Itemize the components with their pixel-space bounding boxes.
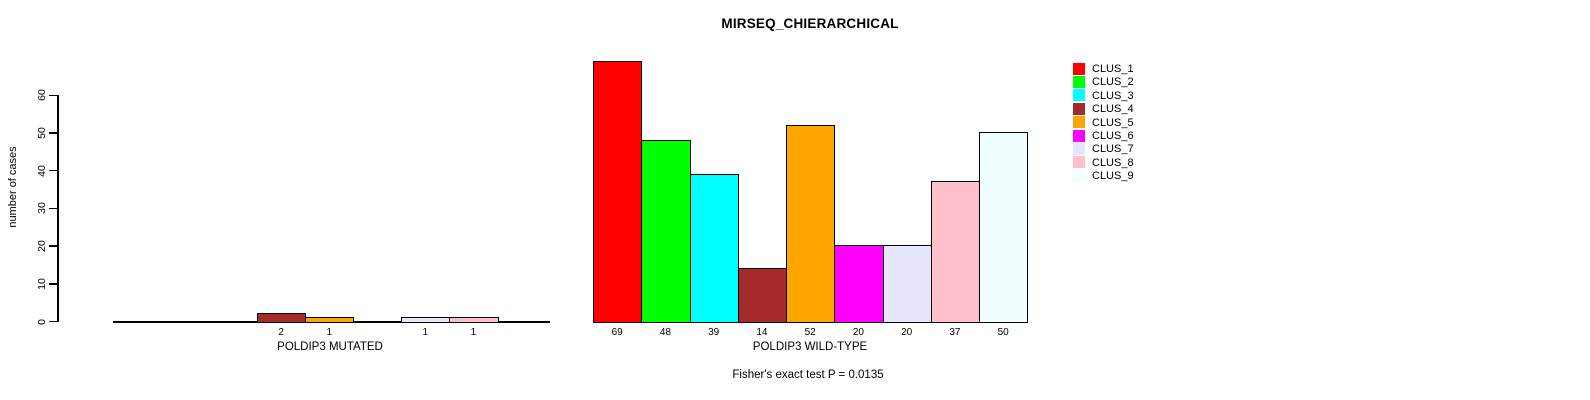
bar-clus_8-group2 — [930, 181, 981, 323]
legend-swatch-clus_8 — [1073, 156, 1085, 169]
bar-value-label: 1 — [470, 326, 477, 338]
y-tick-label: 60 — [36, 89, 48, 102]
bar-clus_5-group2 — [786, 124, 836, 323]
bar-value-label: 48 — [659, 326, 671, 338]
legend-label-clus_2: CLUS_2 — [1092, 76, 1134, 89]
legend-swatch-clus_2 — [1073, 75, 1085, 88]
y-tick-label: 0 — [36, 318, 48, 325]
y-tick-label: 40 — [36, 164, 48, 177]
chart-title: MIRSEQ_CHIERARCHICAL — [721, 16, 899, 31]
y-tick — [49, 132, 57, 134]
y-tick — [49, 169, 57, 172]
y-tick — [49, 320, 57, 323]
legend-swatch-clus_3 — [1073, 89, 1085, 102]
bar-clus_4-group1 — [257, 313, 307, 323]
y-tick — [49, 94, 57, 97]
bar-clus_1-group2 — [593, 60, 643, 323]
bar-value-label: 14 — [756, 326, 768, 338]
y-tick-label: 20 — [36, 240, 48, 252]
legend-swatch-clus_4 — [1073, 102, 1085, 115]
legend-swatch-clus_5 — [1073, 116, 1085, 129]
y-axis-line — [57, 95, 59, 322]
bar-clus_5-group1 — [305, 317, 355, 323]
legend-label-clus_3: CLUS_3 — [1092, 89, 1134, 102]
legend-label-clus_1: CLUS_1 — [1092, 63, 1134, 75]
legend-label-clus_8: CLUS_8 — [1092, 156, 1134, 169]
bar-value-label: 20 — [852, 326, 864, 338]
bar-clus_7-group2 — [882, 245, 932, 323]
bar-clus_2-group2 — [641, 139, 691, 323]
bar-value-label: 1 — [422, 326, 429, 338]
y-tick-label: 50 — [36, 127, 48, 139]
bar-value-label: 2 — [278, 326, 284, 338]
bar-value-label: 37 — [949, 326, 961, 338]
legend-swatch-clus_7 — [1073, 142, 1085, 155]
bar-value-label: 69 — [611, 326, 623, 338]
y-tick — [49, 245, 57, 247]
y-tick-label: 30 — [36, 202, 48, 215]
legend-swatch-clus_1 — [1073, 62, 1085, 75]
y-tick — [49, 207, 57, 210]
bar-value-label: 20 — [901, 326, 913, 338]
group-label-mutated: POLDIP3 MUTATED — [277, 341, 383, 353]
bar-value-label: 1 — [326, 326, 332, 338]
bar-clus_8-group1 — [449, 317, 499, 323]
legend-swatch-clus_9 — [1073, 169, 1085, 182]
bar-clus_3-group2 — [689, 173, 739, 323]
bar-value-label: 39 — [708, 326, 720, 338]
legend-label-clus_4: CLUS_4 — [1092, 103, 1134, 116]
bar-value-label: 50 — [997, 326, 1009, 338]
group-label-wildtype: POLDIP3 WILD-TYPE — [752, 341, 868, 353]
fisher-test-annotation: Fisher's exact test P = 0.0135 — [732, 369, 884, 381]
bar-clus_6-group2 — [834, 245, 884, 323]
legend-label-clus_7: CLUS_7 — [1092, 143, 1134, 156]
y-tick-label: 10 — [36, 277, 48, 290]
y-axis-label: number of cases — [7, 146, 19, 228]
legend-label-clus_6: CLUS_6 — [1092, 130, 1134, 142]
bar-value-label: 52 — [804, 326, 816, 338]
bar-clus_9-group2 — [979, 132, 1029, 323]
legend-label-clus_5: CLUS_5 — [1092, 116, 1134, 129]
bar-clus_7-group1 — [401, 317, 451, 323]
y-tick — [49, 283, 57, 285]
legend-swatch-clus_6 — [1073, 129, 1085, 142]
bar-clus_4-group2 — [737, 268, 788, 323]
legend-label-clus_9: CLUS_9 — [1092, 170, 1134, 183]
